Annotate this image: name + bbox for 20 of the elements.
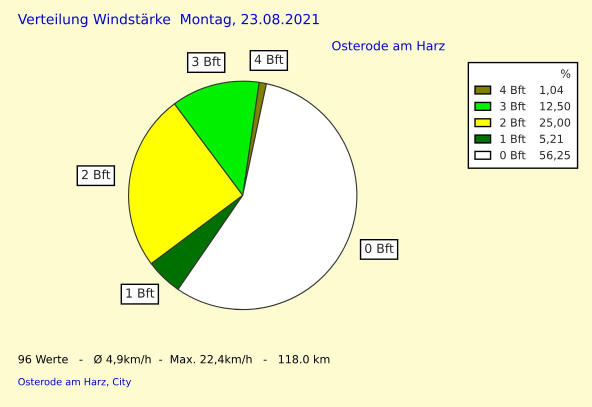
data-label: 1,04 [540, 86, 564, 96]
legend-title: % [560, 69, 570, 78]
chart-subtitle: Osterode am Harz [332, 40, 445, 50]
chart-title: Verteilung Windstärke Montag, 23.08.2021 [18, 14, 319, 28]
text: 96 Werte - Ø 4,9km/h - Max. 22,4km/h - 118.0 km [18, 354, 330, 365]
data-label: 5,21 [540, 134, 563, 144]
legend-label: 0 Bft [500, 150, 526, 160]
slice-label: 4 Bft [254, 54, 284, 64]
slice-label: 1 Bft [126, 288, 154, 298]
legend-label: 2 Bft [500, 118, 526, 127]
legend-label: 1 Bft [500, 134, 526, 143]
slice-label: 2 Bft [82, 170, 110, 180]
data-label: 12,50 [540, 102, 570, 112]
data-label: 25,00 [540, 118, 570, 128]
slice-label: 3 Bft [192, 56, 221, 66]
slice-label: 0 Bft [365, 243, 394, 254]
text: Osterode am Harz, City [18, 378, 132, 388]
legend-label: 4 Bft [500, 86, 526, 94]
legend-label: 3 Bft [500, 102, 526, 110]
data-label: 56,25 [540, 150, 570, 160]
